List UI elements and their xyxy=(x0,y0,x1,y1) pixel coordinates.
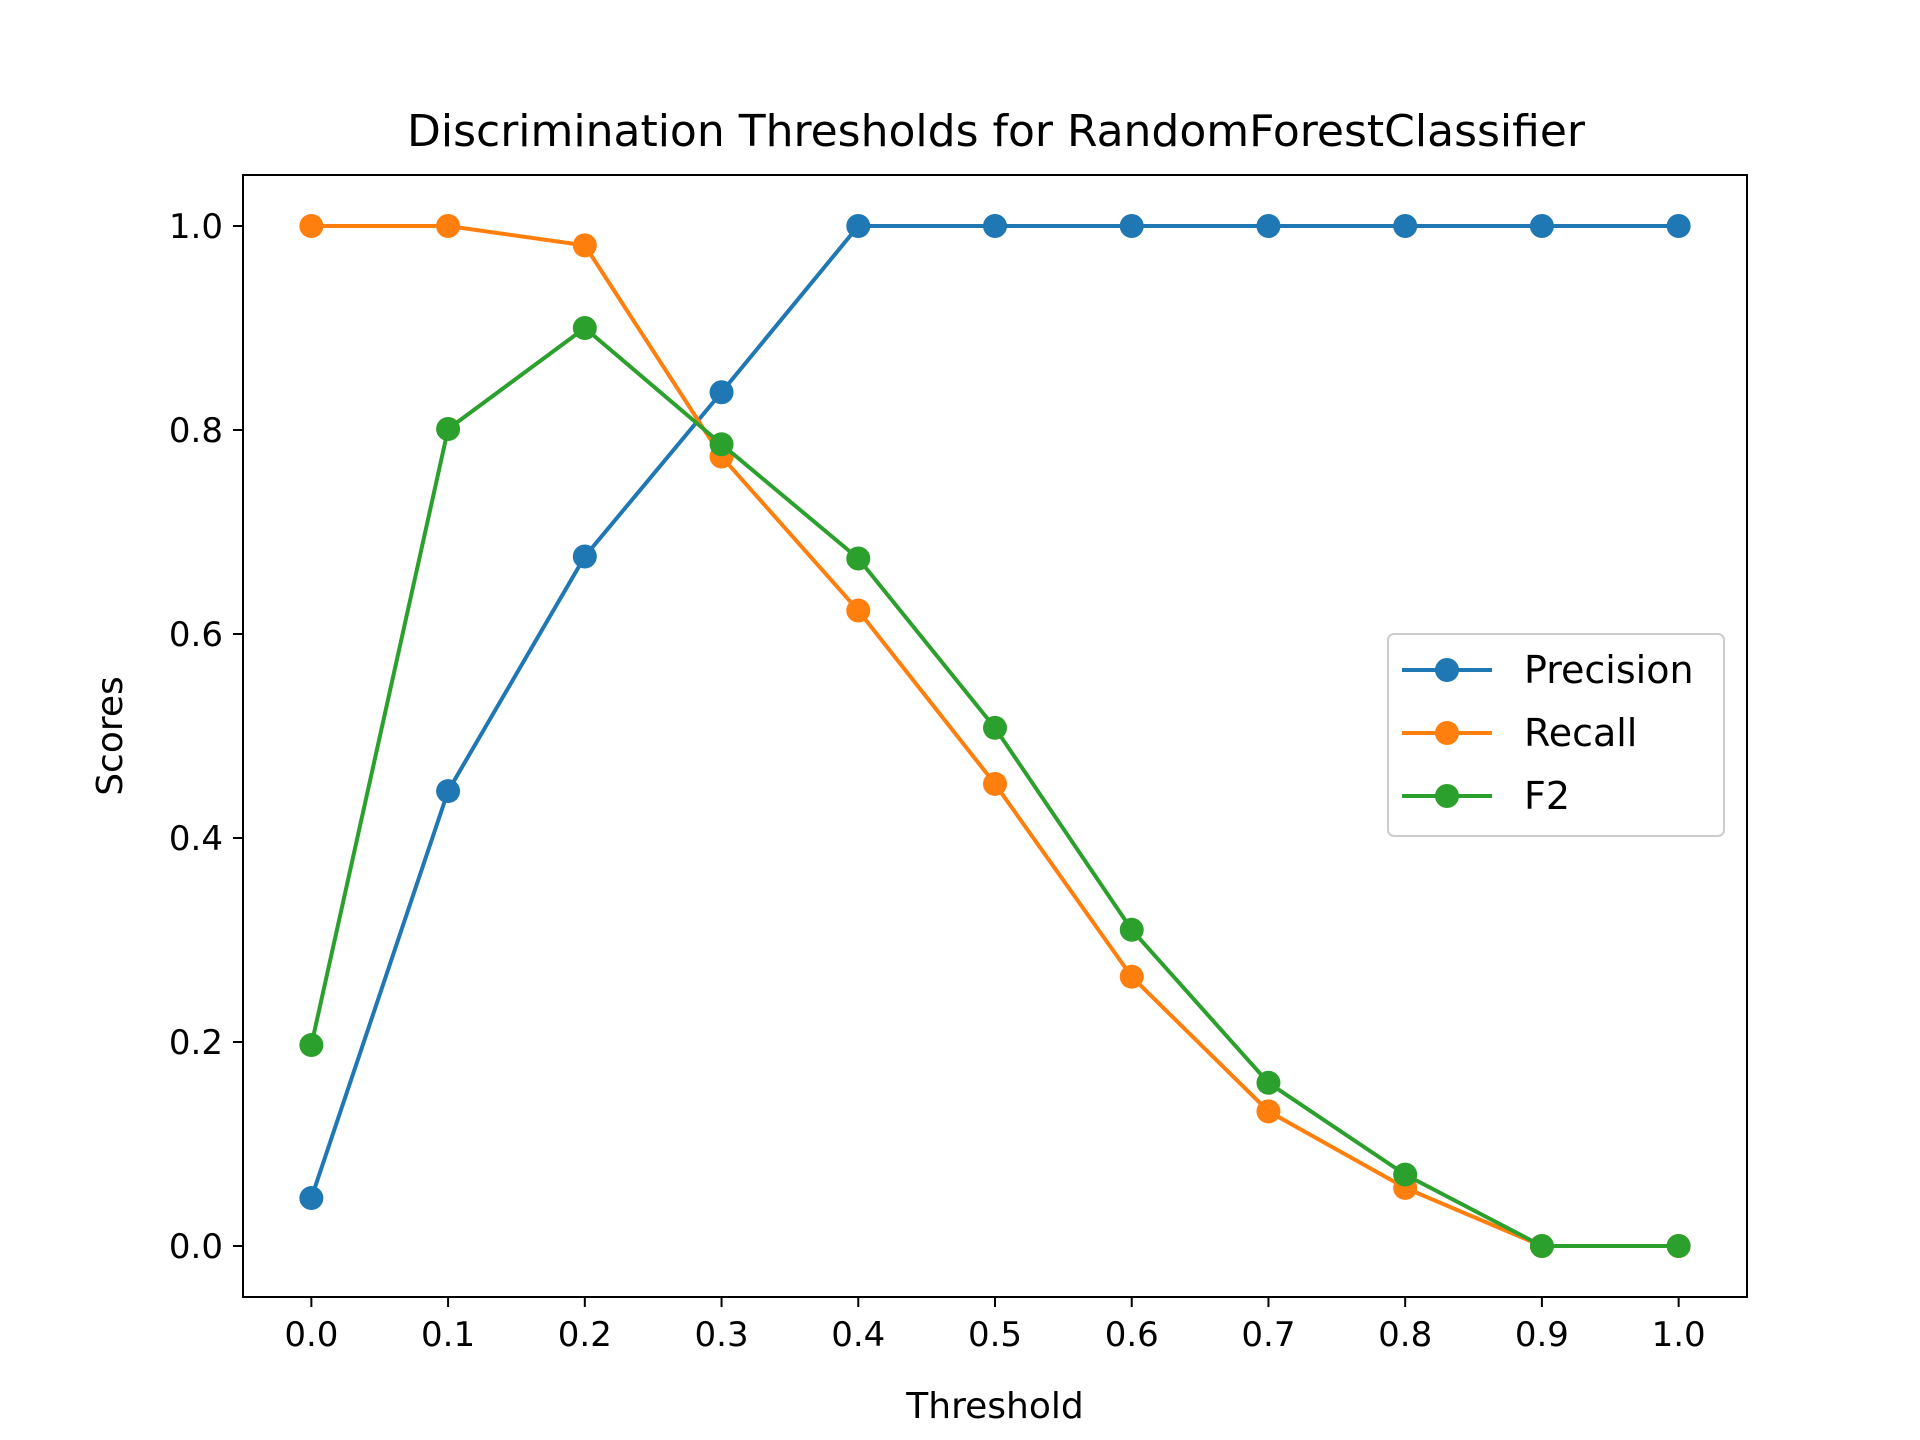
data-point-f2 xyxy=(1256,1070,1281,1095)
data-point-f2 xyxy=(846,546,871,571)
data-point-precision xyxy=(299,1186,324,1211)
data-point-f2 xyxy=(1666,1234,1691,1258)
y-tick-label: 0.8 xyxy=(169,411,223,451)
data-point-recall xyxy=(983,771,1007,796)
x-tick-label: 0.0 xyxy=(284,1315,338,1355)
y-axis: 0.0 0.2 0.4 0.6 0.8 1.0 xyxy=(169,207,243,1267)
data-point-recall xyxy=(299,214,324,238)
legend-marker-recall xyxy=(1435,721,1459,745)
x-tick-label: 0.9 xyxy=(1515,1315,1569,1355)
data-point-precision xyxy=(846,214,871,238)
data-point-precision xyxy=(983,214,1007,238)
x-tick-label: 0.7 xyxy=(1241,1315,1295,1355)
data-point-precision xyxy=(436,779,461,804)
legend: Precision Recall F2 xyxy=(1387,633,1725,837)
x-tick-label: 0.1 xyxy=(421,1315,475,1355)
x-axis: 0.0 0.1 0.2 0.3 0.4 0.5 0.6 0.7 0.8 0.9 1.0 xyxy=(284,1297,1706,1355)
series-layer xyxy=(299,214,1691,1258)
y-tick-label: 0.6 xyxy=(169,615,223,655)
data-point-precision xyxy=(572,544,597,569)
legend-frame xyxy=(1387,633,1725,837)
data-point-f2 xyxy=(983,715,1007,740)
data-point-f2 xyxy=(572,316,597,340)
legend-label-precision: Precision xyxy=(1524,648,1694,692)
data-point-precision xyxy=(1529,214,1554,238)
data-point-f2 xyxy=(1393,1162,1418,1187)
legend-marker-f2 xyxy=(1435,784,1459,808)
data-point-recall xyxy=(1119,964,1144,989)
y-tick-label: 0.2 xyxy=(169,1023,223,1063)
y-tick-label: 1.0 xyxy=(169,207,223,247)
x-tick-label: 0.8 xyxy=(1378,1315,1432,1355)
data-point-recall xyxy=(572,233,597,258)
data-point-recall xyxy=(846,598,871,623)
data-point-f2 xyxy=(436,416,461,441)
data-point-f2 xyxy=(299,1033,324,1058)
data-point-precision xyxy=(1256,214,1281,238)
y-tick-label: 0.4 xyxy=(169,819,223,859)
data-point-f2 xyxy=(1529,1234,1554,1258)
x-tick-label: 0.5 xyxy=(968,1315,1022,1355)
data-point-recall xyxy=(1256,1099,1281,1124)
x-tick-label: 0.4 xyxy=(831,1315,885,1355)
x-axis-label: Threshold xyxy=(905,1386,1083,1427)
x-tick-label: 0.6 xyxy=(1105,1315,1159,1355)
legend-label-f2: F2 xyxy=(1524,774,1570,818)
data-point-precision xyxy=(1119,214,1144,238)
legend-label-recall: Recall xyxy=(1524,711,1637,755)
y-axis-label: Scores xyxy=(90,676,131,796)
x-tick-label: 0.3 xyxy=(695,1315,749,1355)
y-tick-label: 0.0 xyxy=(169,1227,223,1267)
data-point-precision xyxy=(1393,214,1418,238)
x-tick-label: 0.2 xyxy=(558,1315,612,1355)
x-tick-label: 1.0 xyxy=(1652,1315,1706,1355)
data-point-precision xyxy=(709,380,734,405)
legend-marker-precision xyxy=(1435,658,1459,682)
data-point-f2 xyxy=(1119,917,1144,942)
data-point-f2 xyxy=(709,432,734,457)
data-point-recall xyxy=(436,214,461,238)
data-point-precision xyxy=(1666,214,1691,238)
chart-title: Discrimination Thresholds for RandomFore… xyxy=(407,106,1586,157)
